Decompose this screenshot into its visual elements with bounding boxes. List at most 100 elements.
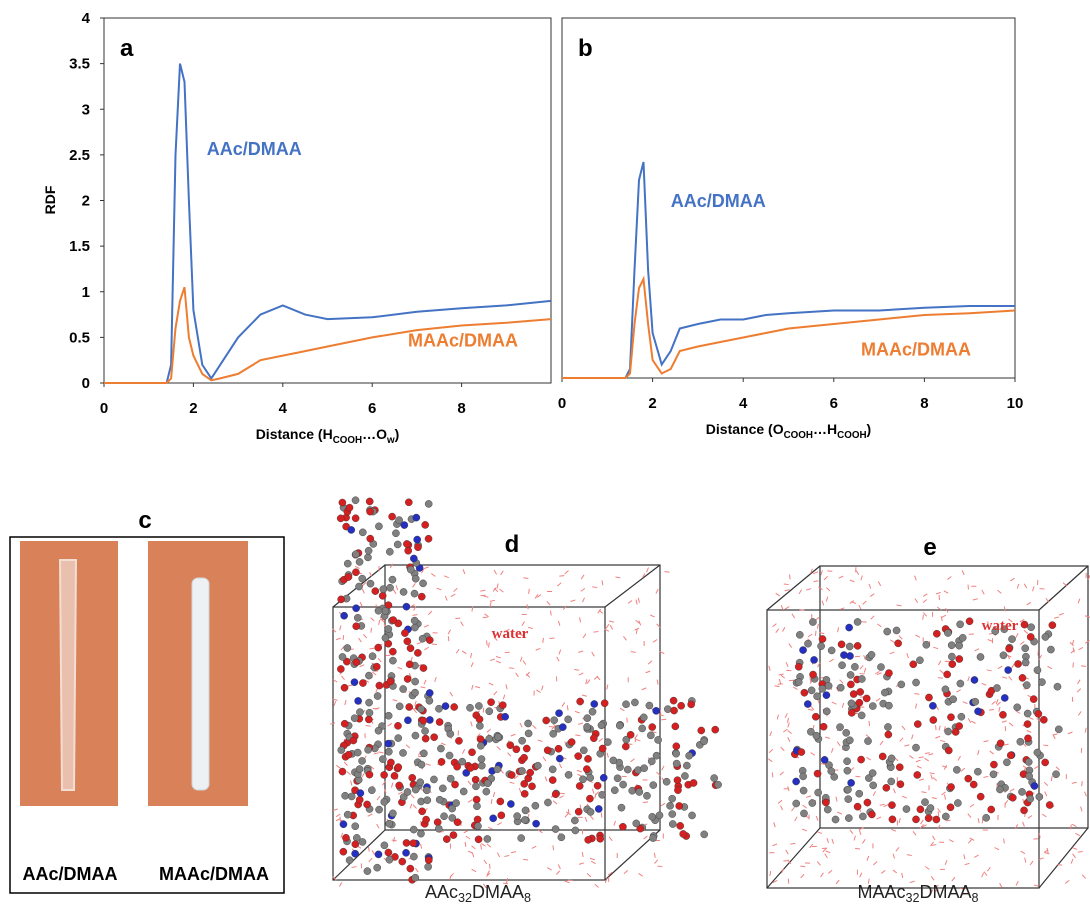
atom xyxy=(406,565,415,574)
atom xyxy=(398,857,407,866)
tube-white xyxy=(191,577,210,791)
atom xyxy=(672,759,681,768)
water-molecule xyxy=(768,665,771,671)
water-molecule xyxy=(867,878,870,884)
atom xyxy=(679,830,687,838)
water-molecule xyxy=(943,726,946,732)
water-molecule xyxy=(561,702,566,707)
label-part: w xyxy=(386,435,395,446)
water-molecule xyxy=(1003,743,1009,746)
water-molecule xyxy=(481,843,486,847)
water-molecule xyxy=(606,684,609,690)
water-molecule xyxy=(332,679,338,683)
atom xyxy=(947,783,955,791)
atom xyxy=(1006,751,1015,760)
water-molecule xyxy=(519,722,523,728)
atom xyxy=(929,702,937,710)
water-molecule xyxy=(962,701,968,705)
atom xyxy=(649,834,657,842)
water-molecule xyxy=(490,658,496,661)
atom xyxy=(340,611,348,620)
water-molecule xyxy=(1044,791,1048,797)
atom xyxy=(544,798,552,807)
water-molecule xyxy=(598,738,603,743)
atom xyxy=(359,679,367,687)
atom xyxy=(1013,703,1022,712)
atom xyxy=(670,706,678,715)
panel-label: c xyxy=(138,507,151,534)
water-molecule xyxy=(658,714,664,716)
atom xyxy=(687,700,695,709)
water-molecule xyxy=(1078,647,1084,651)
water-molecule xyxy=(895,846,900,852)
atom xyxy=(862,694,871,703)
atom xyxy=(818,635,827,643)
water-molecule xyxy=(413,605,417,611)
atom xyxy=(406,864,415,873)
atom xyxy=(559,723,567,731)
water-molecule xyxy=(802,804,807,809)
atom xyxy=(374,850,383,859)
water-molecule xyxy=(817,662,821,668)
atom xyxy=(410,616,419,625)
series-label: MAAc/DMAA xyxy=(408,331,518,351)
water-molecule xyxy=(555,870,561,875)
water-molecule xyxy=(509,667,515,669)
water-molecule xyxy=(1009,788,1015,792)
atom xyxy=(615,721,624,730)
label-part: 8 xyxy=(972,891,979,905)
water-molecule xyxy=(839,679,844,684)
water-molecule xyxy=(659,709,662,715)
atom xyxy=(1025,772,1033,780)
water-molecule xyxy=(1085,639,1090,644)
atom xyxy=(411,873,420,882)
water-molecule xyxy=(564,880,570,884)
water-molecule xyxy=(431,643,438,646)
atom xyxy=(845,642,854,651)
water-molecule xyxy=(655,588,659,594)
water-molecule xyxy=(785,662,789,668)
atom xyxy=(846,671,855,679)
atom xyxy=(389,656,397,665)
water-molecule xyxy=(576,769,582,773)
atom xyxy=(700,737,708,746)
water-molecule xyxy=(855,570,860,576)
water-molecule xyxy=(937,660,942,666)
atom xyxy=(809,618,817,626)
water-molecule xyxy=(859,665,864,670)
atom xyxy=(548,776,557,784)
atom xyxy=(366,579,375,588)
water-molecule xyxy=(1023,583,1028,589)
water-molecule xyxy=(358,637,362,643)
water-molecule xyxy=(578,672,584,676)
water-molecule xyxy=(858,829,862,835)
atom xyxy=(674,786,682,794)
water-molecule xyxy=(526,604,529,610)
atom xyxy=(583,723,591,731)
atom xyxy=(831,815,840,824)
water-molecule xyxy=(918,778,925,781)
water-molecule xyxy=(1038,654,1042,660)
water-molecule xyxy=(914,693,920,695)
panel-label: d xyxy=(505,531,520,558)
water-molecule xyxy=(831,701,837,705)
atom xyxy=(809,670,817,679)
atom xyxy=(473,815,482,824)
water-molecule xyxy=(837,627,840,633)
atom xyxy=(943,670,951,679)
atom xyxy=(497,811,506,820)
atom xyxy=(797,748,806,756)
atom xyxy=(366,507,374,516)
water-molecule xyxy=(983,740,989,743)
water-molecule xyxy=(920,819,924,825)
water-molecule xyxy=(475,685,481,689)
water-molecule xyxy=(906,653,909,659)
water-molecule xyxy=(1034,765,1039,769)
atom xyxy=(528,782,536,791)
water-molecule xyxy=(967,718,972,724)
atom xyxy=(974,767,982,776)
atom xyxy=(417,705,425,713)
water-molecule xyxy=(532,724,537,729)
atom xyxy=(812,731,821,740)
water-molecule xyxy=(1022,821,1025,827)
